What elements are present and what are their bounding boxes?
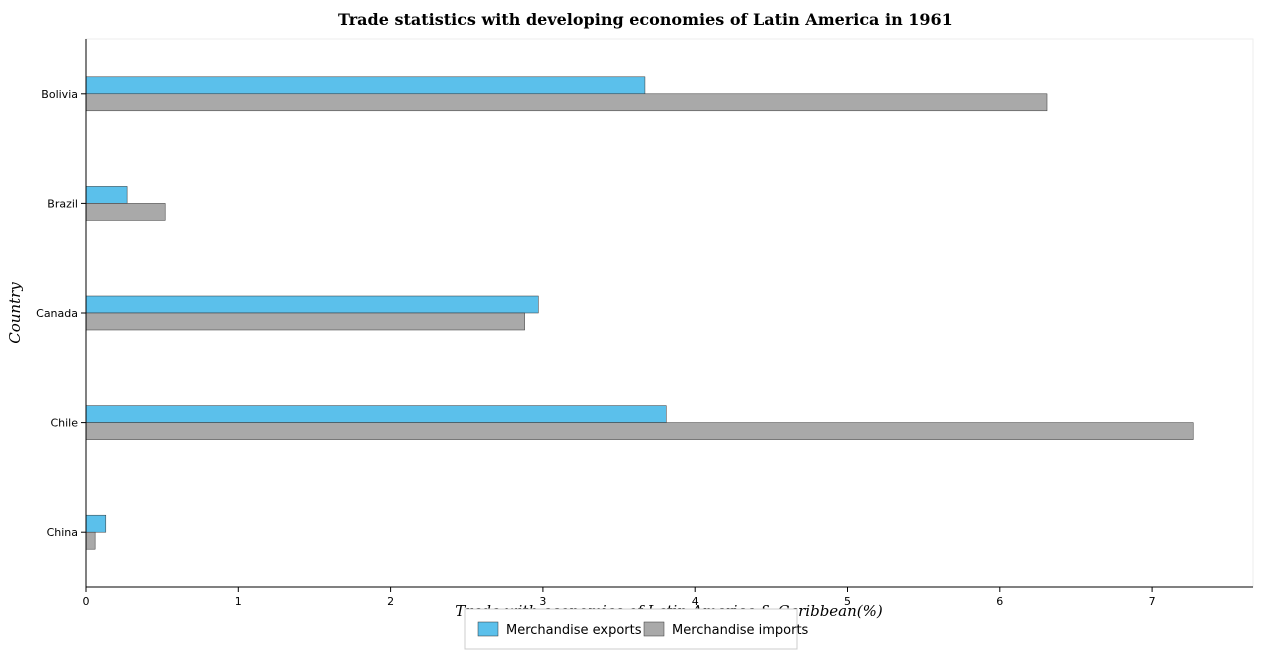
bar-imports-china — [85, 531, 96, 550]
bars-layer — [85, 76, 1194, 550]
legend-swatch-exports — [477, 621, 499, 637]
y-tick-label-bolivia: Bolivia — [41, 88, 78, 101]
x-tick-label: 2 — [387, 595, 394, 608]
bar-exports-brazil — [85, 186, 128, 204]
legend: Merchandise exports Merchandise imports — [464, 608, 809, 650]
y-tick-label-canada: Canada — [36, 307, 78, 320]
x-tick-label: 4 — [692, 595, 699, 608]
chart-title: Trade statistics with developing economi… — [338, 10, 953, 29]
bar-exports-china — [85, 514, 107, 533]
y-axis-label: Country — [6, 282, 24, 344]
x-tick-label: 5 — [844, 595, 851, 608]
x-ticks: 0 1 2 3 4 5 6 7 — [83, 587, 1156, 608]
bar-imports-canada — [85, 312, 525, 331]
x-tick-label: 3 — [539, 595, 546, 608]
x-tick-label: 0 — [83, 595, 90, 608]
bar-imports-bolivia — [85, 93, 1048, 112]
y-ticks: Bolivia Brazil Canada Chile China — [36, 88, 86, 539]
legend-box — [464, 608, 798, 650]
legend-swatch-imports — [643, 621, 665, 637]
bar-exports-bolivia — [85, 76, 646, 95]
bar-exports-canada — [85, 295, 539, 314]
legend-label-imports: Merchandise imports — [672, 623, 809, 638]
legend-label-exports: Merchandise exports — [506, 623, 642, 638]
bar-exports-chile — [85, 405, 667, 423]
bar-imports-brazil — [85, 203, 166, 221]
x-tick-label: 1 — [235, 595, 242, 608]
bar-imports-chile — [85, 422, 1194, 440]
x-tick-label: 6 — [996, 595, 1003, 608]
y-tick-label-chile: Chile — [50, 417, 78, 430]
y-tick-label-brazil: Brazil — [47, 197, 78, 210]
y-tick-label-china: China — [47, 526, 78, 539]
x-tick-label: 7 — [1149, 595, 1156, 608]
